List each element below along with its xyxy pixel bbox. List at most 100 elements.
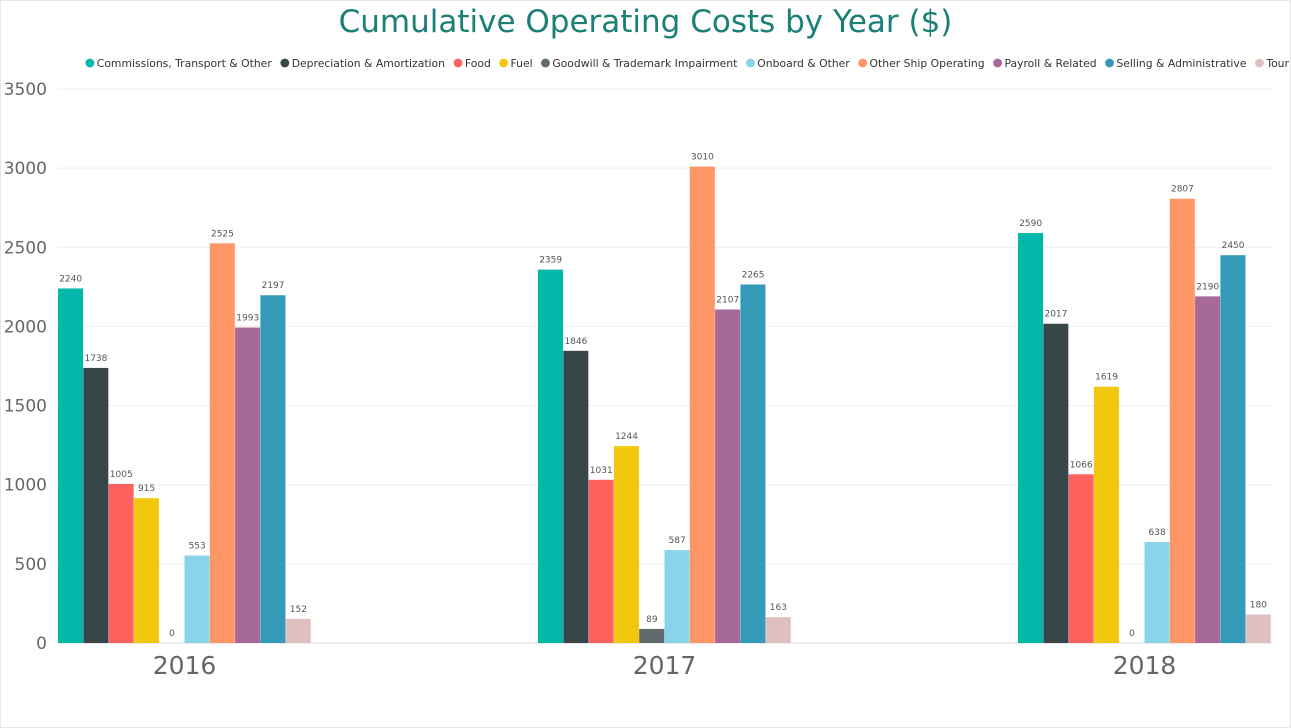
bar-payroll-related-2017[interactable] (715, 309, 741, 643)
bar-commissions-transport-other-2017[interactable] (538, 269, 564, 643)
bar-commissions-transport-other-2016[interactable] (58, 288, 84, 643)
data-label-other-ship-operating-2017: 3010 (691, 153, 714, 163)
y-tick-label: 0 (36, 634, 47, 654)
data-label-other-ship-operating-2018: 2807 (1171, 185, 1194, 195)
data-label-fuel-2017: 1244 (615, 432, 638, 442)
legend-item-tour-other[interactable]: Tour & Other (1255, 57, 1291, 70)
legend-swatch (85, 58, 95, 68)
legend-label: Commissions, Transport & Other (97, 57, 273, 70)
data-label-selling-administrative-2018: 2450 (1222, 241, 1245, 251)
legend-swatch (453, 58, 463, 68)
legend-item-onboard-other[interactable]: Onboard & Other (745, 57, 850, 70)
bar-payroll-related-2016[interactable] (235, 327, 261, 643)
legend-swatch (993, 58, 1002, 68)
bar-food-2016[interactable] (108, 483, 134, 643)
bar-depreciation-amortization-2017[interactable] (563, 350, 589, 643)
y-tick-label: 1000 (4, 476, 47, 496)
legend-item-fuel[interactable]: Fuel (499, 57, 533, 70)
data-label-fuel-2016: 915 (138, 484, 155, 494)
legend-item-payroll-related[interactable]: Payroll & Related (993, 57, 1097, 70)
bar-payroll-related-2018[interactable] (1195, 296, 1221, 643)
bar-onboard-other-2017[interactable] (664, 550, 690, 643)
data-label-selling-administrative-2017: 2265 (742, 270, 765, 280)
legend-swatch (858, 58, 868, 68)
data-label-commissions-transport-other-2018: 2590 (1019, 219, 1042, 229)
legend-swatch (499, 58, 509, 68)
data-label-onboard-other-2017: 587 (669, 536, 686, 546)
data-label-selling-administrative-2016: 2197 (262, 281, 285, 291)
bar-fuel-2018[interactable] (1093, 386, 1119, 643)
data-label-commissions-transport-other-2016: 2240 (59, 274, 82, 284)
data-label-food-2016: 1005 (110, 470, 133, 480)
legend-item-food[interactable]: Food (453, 57, 491, 70)
data-label-onboard-other-2018: 638 (1149, 528, 1166, 538)
bar-depreciation-amortization-2018[interactable] (1043, 323, 1069, 643)
bar-other-ship-operating-2017[interactable] (689, 166, 715, 643)
bar-selling-administrative-2018[interactable] (1220, 255, 1246, 643)
data-label-depreciation-amortization-2016: 1738 (84, 354, 107, 364)
data-label-goodwill-trademark-impairment-2018: 0 (1129, 629, 1135, 639)
data-label-goodwill-trademark-impairment-2016: 0 (169, 629, 175, 639)
bar-commissions-transport-other-2018[interactable] (1018, 233, 1044, 644)
data-label-tour-other-2017: 163 (770, 603, 787, 613)
legend-swatch (745, 58, 755, 68)
legend-label: Food (465, 57, 491, 70)
x-axis: 2016 2017 2018 (153, 651, 1177, 680)
bar-other-ship-operating-2018[interactable] (1169, 198, 1195, 643)
legend: Commissions, Transport & Other Depreciati… (85, 57, 1291, 70)
bar-fuel-2017[interactable] (613, 446, 639, 643)
y-tick-label: 1500 (4, 397, 47, 417)
bar-food-2017[interactable] (588, 479, 614, 643)
data-labels: 2240 1738 1005 915 0 553 2525 1993 2197 152 2359 18… (59, 153, 1267, 639)
data-label-food-2017: 1031 (590, 466, 613, 476)
bar-depreciation-amortization-2016[interactable] (83, 367, 109, 643)
bar-selling-administrative-2016[interactable] (260, 295, 286, 643)
legend-swatch (1255, 58, 1264, 68)
data-label-depreciation-amortization-2017: 1846 (564, 337, 587, 347)
legend-label: Onboard & Other (757, 57, 850, 70)
bar-fuel-2016[interactable] (133, 498, 159, 643)
chart-title: Cumulative Operating Costs by Year ($) (338, 4, 953, 40)
bar-food-2018[interactable] (1068, 474, 1094, 643)
bar-tour-other-2018[interactable] (1245, 614, 1271, 643)
legend-swatch (1105, 58, 1114, 68)
bar-other-ship-operating-2016[interactable] (209, 243, 235, 644)
bars (58, 166, 1271, 644)
legend-swatch (280, 58, 290, 68)
y-tick-label: 2000 (4, 317, 47, 337)
x-category-label: 2018 (1113, 651, 1177, 680)
data-label-fuel-2018: 1619 (1095, 373, 1118, 383)
bar-goodwill-trademark-impairment-2017[interactable] (639, 628, 665, 643)
y-axis: 0 500 1000 1500 2000 2500 3000 3500 (4, 80, 47, 654)
bar-onboard-other-2018[interactable] (1144, 542, 1170, 643)
data-label-goodwill-trademark-impairment-2017: 89 (646, 615, 658, 625)
legend-label: Payroll & Related (1004, 57, 1096, 70)
legend-item-goodwill-trademark-impairment[interactable]: Goodwill & Trademark Impairment (541, 57, 737, 70)
y-tick-label: 3000 (4, 159, 47, 179)
legend-item-depreciation-amortization[interactable]: Depreciation & Amortization (280, 57, 445, 70)
legend-item-commissions-transport-other[interactable]: Commissions, Transport & Other (85, 57, 272, 70)
legend-label: Goodwill & Trademark Impairment (552, 57, 737, 70)
legend-label: Fuel (511, 57, 533, 70)
x-category-label: 2017 (633, 651, 697, 680)
legend-item-selling-administrative[interactable]: Selling & Administrative (1105, 57, 1247, 70)
legend-swatch (541, 58, 550, 68)
y-tick-label: 3500 (4, 80, 47, 100)
bar-onboard-other-2016[interactable] (184, 555, 210, 643)
legend-label: Other Ship Operating (870, 57, 985, 70)
legend-item-other-ship-operating[interactable]: Other Ship Operating (858, 57, 985, 70)
bar-tour-other-2016[interactable] (285, 618, 311, 643)
legend-label: Tour & Other (1265, 57, 1291, 70)
y-tick-label: 2500 (4, 238, 47, 258)
data-label-other-ship-operating-2016: 2525 (211, 229, 234, 239)
y-tick-label: 500 (15, 555, 47, 575)
data-label-tour-other-2018: 180 (1250, 601, 1267, 611)
bar-tour-other-2017[interactable] (765, 617, 791, 643)
data-label-payroll-related-2018: 2190 (1196, 282, 1219, 292)
data-label-payroll-related-2017: 2107 (716, 295, 739, 305)
bar-selling-administrative-2017[interactable] (740, 284, 766, 643)
data-label-payroll-related-2016: 1993 (236, 314, 259, 324)
x-category-label: 2016 (153, 651, 217, 680)
data-label-depreciation-amortization-2018: 2017 (1044, 310, 1067, 320)
